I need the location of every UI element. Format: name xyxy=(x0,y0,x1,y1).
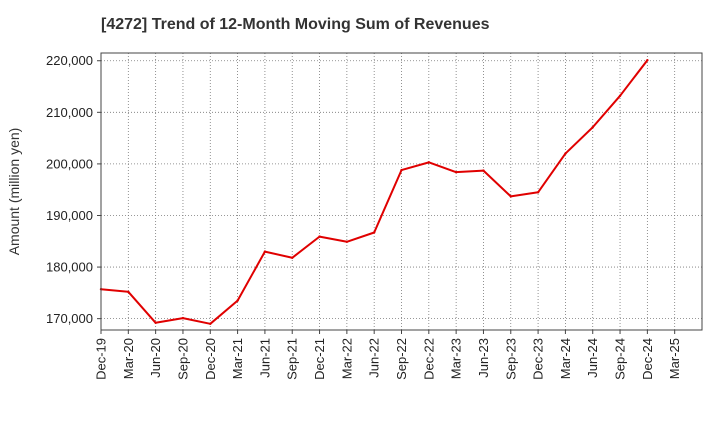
x-tick-label: Mar-23 xyxy=(449,338,464,379)
x-tick-label: Mar-25 xyxy=(667,338,682,379)
x-tick-label: Jun-20 xyxy=(148,338,163,378)
data-point xyxy=(345,240,349,243)
x-tick-label: Jun-24 xyxy=(585,338,600,378)
x-tick-label: Sep-21 xyxy=(285,338,300,380)
x-tick-label: Jun-23 xyxy=(476,338,491,378)
data-point xyxy=(154,321,157,324)
data-point xyxy=(454,170,458,174)
data-point xyxy=(618,94,622,98)
y-tick-label: 200,000 xyxy=(46,156,93,171)
x-tick-label: Sep-24 xyxy=(613,338,628,380)
data-point xyxy=(318,235,321,238)
y-tick-label: 180,000 xyxy=(46,260,93,275)
data-point xyxy=(591,126,594,129)
series-layer xyxy=(99,59,649,326)
x-tick-label: Sep-20 xyxy=(175,338,190,380)
x-tick-label: Sep-22 xyxy=(394,338,409,380)
x-tick-label: Dec-21 xyxy=(312,338,327,380)
x-tick-label: Dec-23 xyxy=(531,338,546,380)
x-tick-label: Dec-20 xyxy=(203,338,218,380)
chart-title: [4272] Trend of 12-Month Moving Sum of R… xyxy=(101,16,490,33)
y-tick-label: 210,000 xyxy=(46,105,93,120)
data-point xyxy=(646,59,649,62)
data-point xyxy=(482,169,485,172)
x-tick-label: Mar-22 xyxy=(339,338,354,379)
y-tick-label: 190,000 xyxy=(46,208,93,223)
x-tick-label: Dec-22 xyxy=(421,338,436,380)
y-tick-label: 220,000 xyxy=(46,53,93,68)
x-tick-label: Mar-20 xyxy=(121,338,136,379)
x-tick-label: Mar-24 xyxy=(558,338,573,379)
x-tick-label: Dec-24 xyxy=(640,338,655,380)
x-tick-label: Jun-21 xyxy=(257,338,272,378)
data-point xyxy=(291,256,294,259)
x-tick-label: Sep-23 xyxy=(503,338,518,380)
plot-frame xyxy=(100,52,703,331)
x-tick-label: Jun-22 xyxy=(367,338,382,378)
data-point xyxy=(372,231,376,234)
data-point xyxy=(427,161,431,164)
x-tick-label: Dec-19 xyxy=(94,338,109,380)
data-point xyxy=(209,322,212,326)
data-point xyxy=(236,299,239,302)
data-point xyxy=(181,316,185,320)
data-point xyxy=(400,168,403,172)
x-tick-label: Mar-21 xyxy=(230,338,245,379)
data-point xyxy=(263,250,267,253)
data-point xyxy=(536,191,540,194)
y-axis-label: Amount (million yen) xyxy=(6,128,22,256)
data-point xyxy=(564,152,567,155)
y-tick-label: 170,000 xyxy=(46,311,93,326)
data-point xyxy=(127,290,130,294)
grid-layer xyxy=(100,53,702,330)
tick-layer: Dec-19 Mar-20 Jun-20 Sep-20 Dec-20 Mar-21 Jun-… xyxy=(46,53,682,380)
data-point xyxy=(509,195,512,198)
